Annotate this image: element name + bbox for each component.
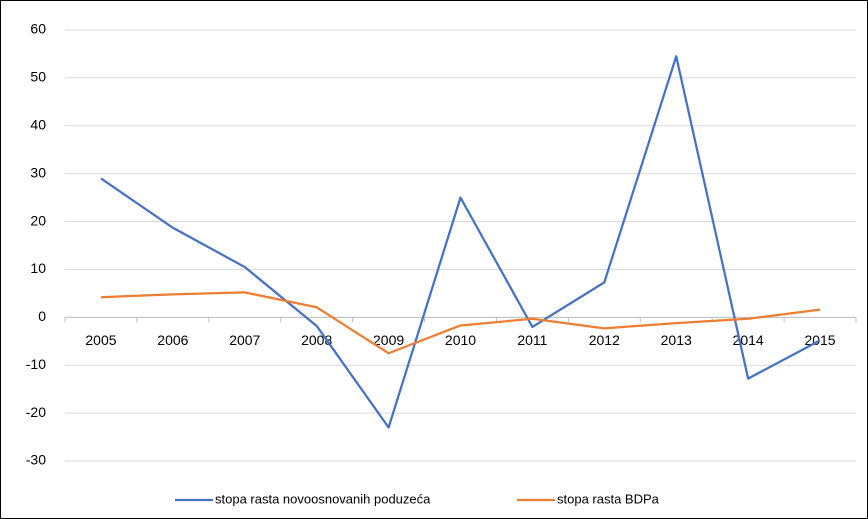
legend-label: stopa rasta BDPa <box>557 491 660 506</box>
y-tick-label: 40 <box>30 116 46 132</box>
x-tick-label: 2010 <box>445 332 476 348</box>
x-tick-label: 2005 <box>85 332 116 348</box>
series-line <box>100 55 821 429</box>
y-tick-label: 30 <box>30 164 46 180</box>
x-tick-label: 2011 <box>517 332 547 348</box>
x-tick-label: 2013 <box>661 332 692 348</box>
y-tick-label: -30 <box>26 452 46 468</box>
series-line <box>100 291 821 355</box>
x-tick-label: 2012 <box>589 332 620 348</box>
x-tick-label: 2007 <box>229 332 260 348</box>
y-tick-label: -10 <box>26 356 46 372</box>
y-tick-label: -20 <box>26 404 46 420</box>
y-tick-label: 60 <box>30 21 46 37</box>
legend-label: stopa rasta novoosnovanih poduzeća <box>215 491 431 506</box>
y-tick-label: 50 <box>30 69 46 85</box>
y-tick-label: 0 <box>38 308 46 324</box>
y-tick-label: 20 <box>30 212 46 228</box>
x-tick-label: 2009 <box>373 332 404 348</box>
y-tick-label: 10 <box>30 260 46 276</box>
x-tick-label: 2006 <box>157 332 188 348</box>
